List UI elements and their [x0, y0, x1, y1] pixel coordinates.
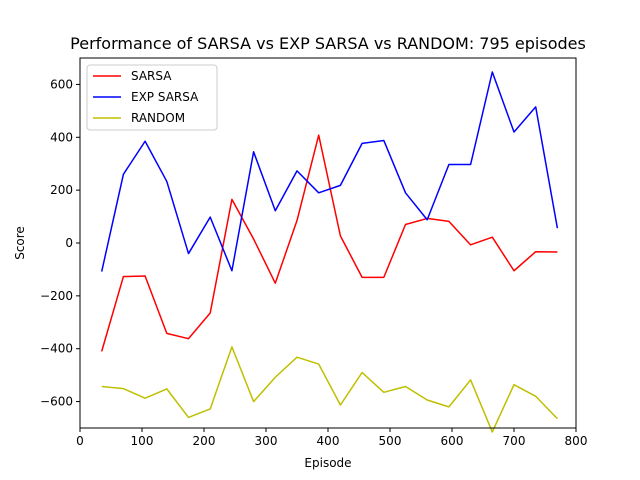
legend: SARSA EXP SARSA RANDOM: [86, 64, 218, 131]
legend-label: SARSA: [131, 69, 172, 83]
x-tick-label: 0: [76, 434, 84, 448]
y-tick-label: 0: [65, 236, 73, 250]
y-axis: −600 −400 −200 0 200 400 600: [40, 77, 80, 409]
y-tick-label: −600: [40, 395, 73, 409]
x-tick-label: 800: [565, 434, 588, 448]
x-tick-label: 400: [317, 434, 340, 448]
y-axis-label: Score: [13, 226, 27, 260]
legend-box: [86, 64, 218, 131]
series-line-sarsa: [100, 134, 558, 352]
x-tick-label: 200: [193, 434, 216, 448]
x-tick-label: 100: [131, 434, 154, 448]
y-tick-label: 200: [50, 183, 73, 197]
legend-label: RANDOM: [131, 111, 185, 125]
x-axis: 0 100 200 300 400 500 600 700 800: [76, 428, 587, 448]
series-line-exp-sarsa: [100, 71, 559, 272]
x-tick-label: 600: [441, 434, 464, 448]
plot-lines: [100, 71, 559, 433]
y-tick-label: 400: [50, 130, 73, 144]
x-tick-label: 500: [379, 434, 402, 448]
legend-label: EXP SARSA: [131, 90, 199, 104]
x-tick-label: 300: [255, 434, 278, 448]
chart-title: Performance of SARSA vs EXP SARSA vs RAN…: [70, 34, 586, 53]
y-tick-label: 600: [50, 77, 73, 91]
series-line-random: [101, 346, 558, 433]
y-tick-label: −200: [40, 289, 73, 303]
y-tick-label: −400: [40, 342, 73, 356]
x-axis-label: Episode: [304, 456, 351, 470]
x-tick-label: 700: [503, 434, 526, 448]
